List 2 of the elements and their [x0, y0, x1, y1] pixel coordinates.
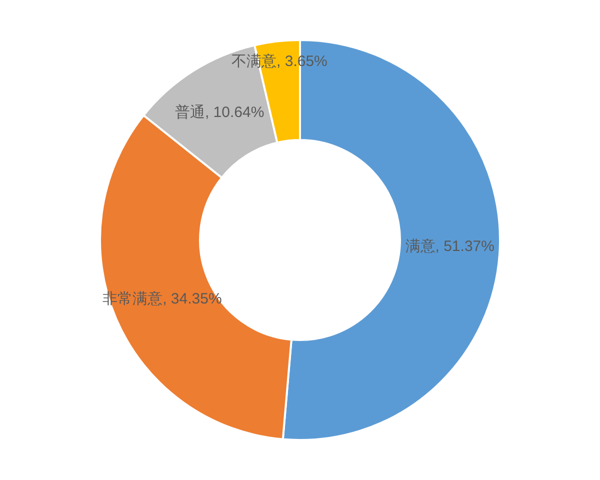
slice-label: 满意, 51.37% [405, 238, 494, 255]
slice-label: 普通, 10.64% [174, 104, 264, 122]
